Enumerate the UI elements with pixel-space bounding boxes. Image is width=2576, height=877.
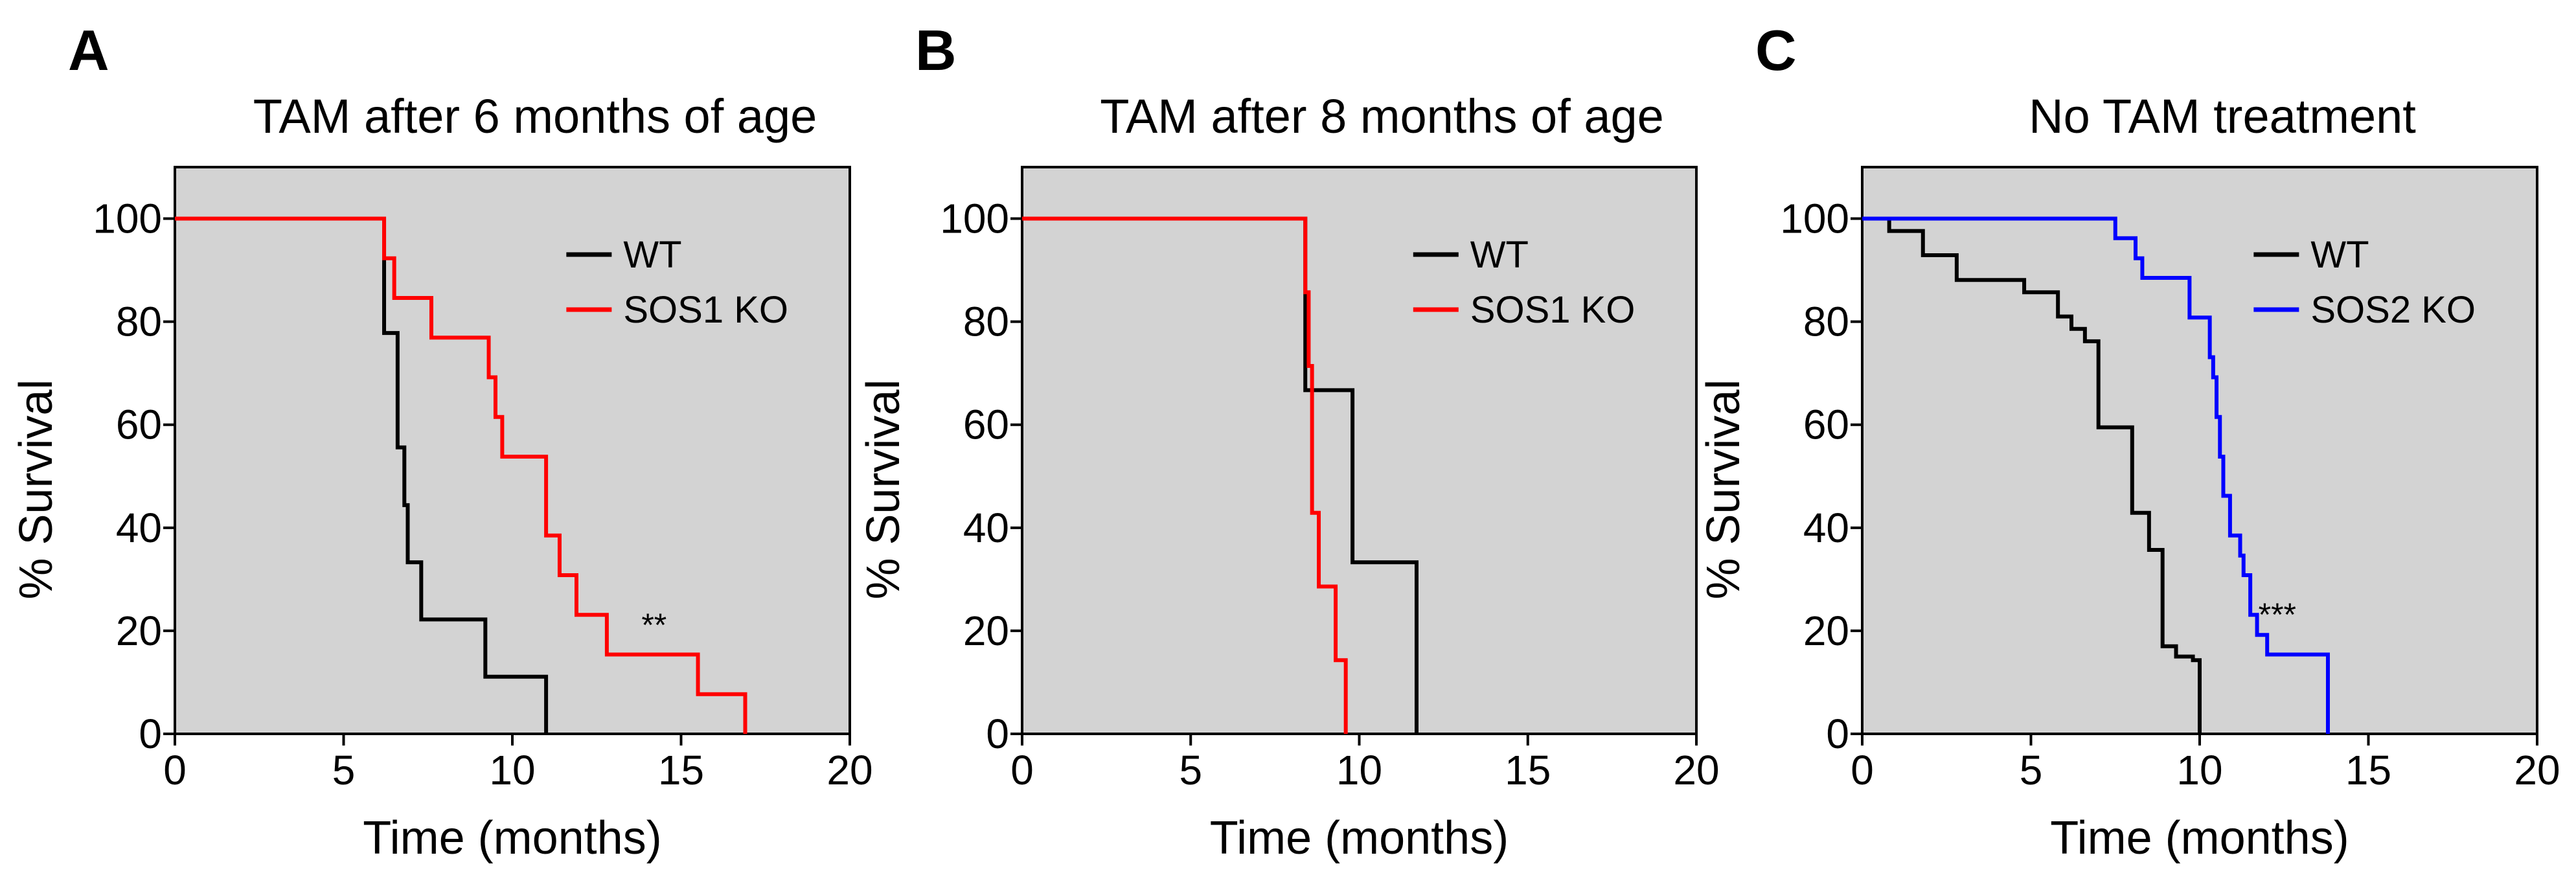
y-tick-label: 20	[1803, 608, 1849, 654]
x-tick-label: 15	[1505, 747, 1551, 793]
x-tick-label: 15	[658, 747, 704, 793]
series-line-wt	[1862, 216, 2202, 734]
panel-title: TAM after 6 months of age	[253, 89, 817, 143]
survival-panel-c: C No TAM treatment 0 5 10 15 20 0 20 40 60 80 100 Tim…	[1698, 18, 2560, 864]
legend-label: WT	[2310, 234, 2369, 276]
y-tick-label: 100	[93, 196, 162, 242]
series-line-sos1-ko	[1022, 216, 1348, 734]
panel-title: TAM after 8 months of age	[1100, 89, 1664, 143]
y-tick-label: 40	[116, 505, 162, 551]
panel-letter: C	[1755, 18, 1797, 82]
y-tick-label: 0	[986, 711, 1009, 757]
x-tick-label: 20	[826, 747, 872, 793]
y-tick-label: 0	[139, 711, 162, 757]
x-axis-title: Time (months)	[1210, 812, 1509, 864]
y-tick-label: 60	[963, 402, 1009, 448]
y-axis-title: % Survival	[10, 379, 62, 599]
survival-panel-b: B TAM after 8 months of age 0 5 10 15 20 0 20 40 6…	[858, 18, 1720, 864]
x-tick-label: 5	[2020, 747, 2043, 793]
panel-title: No TAM treatment	[2029, 89, 2416, 143]
y-tick-label: 40	[963, 505, 1009, 551]
y-axis-title: % Survival	[1698, 379, 1750, 599]
y-tick-label: 100	[940, 196, 1009, 242]
x-tick-label: 5	[332, 747, 356, 793]
legend-label: SOS2 KO	[2310, 289, 2476, 331]
plot-area	[174, 166, 851, 735]
y-tick-label: 60	[1803, 402, 1849, 448]
survival-panel-a: A TAM after 6 months of age 0 5 10 15 20 0 20 40 6…	[10, 18, 873, 864]
y-axis-title: % Survival	[858, 379, 909, 599]
series-line-sos2-ko	[1862, 216, 2330, 734]
y-tick-label: 20	[963, 608, 1009, 654]
panel-letter: A	[68, 18, 109, 82]
y-tick-label: 20	[116, 608, 162, 654]
legend-label: WT	[623, 234, 681, 276]
y-tick-label: 40	[1803, 505, 1849, 551]
x-axis-title: Time (months)	[2050, 812, 2349, 864]
significance-label: **	[641, 607, 667, 643]
x-tick-label: 10	[2176, 747, 2222, 793]
legend-label: WT	[1470, 234, 1529, 276]
y-tick-label: 80	[963, 299, 1009, 345]
series-line-sos1-ko	[175, 216, 747, 734]
legend-label: SOS1 KO	[623, 289, 788, 331]
x-tick-label: 0	[1010, 747, 1034, 793]
y-tick-label: 80	[116, 299, 162, 345]
x-tick-label: 10	[1336, 747, 1382, 793]
x-tick-label: 20	[1673, 747, 1719, 793]
y-tick-label: 100	[1780, 196, 1849, 242]
legend-label: SOS1 KO	[1470, 289, 1636, 331]
y-tick-label: 0	[1826, 711, 1849, 757]
plot-area	[1861, 166, 2538, 735]
panel-letter: B	[915, 18, 957, 82]
y-tick-label: 60	[116, 402, 162, 448]
x-tick-label: 0	[1851, 747, 1874, 793]
x-tick-label: 15	[2345, 747, 2391, 793]
x-tick-label: 10	[489, 747, 535, 793]
x-axis-title: Time (months)	[363, 812, 661, 864]
x-tick-label: 5	[1179, 747, 1202, 793]
series-line-wt	[175, 216, 549, 734]
y-tick-label: 80	[1803, 299, 1849, 345]
x-tick-label: 20	[2514, 747, 2560, 793]
plot-area	[1021, 166, 1698, 735]
significance-label: ***	[2259, 597, 2296, 633]
x-tick-label: 0	[163, 747, 187, 793]
